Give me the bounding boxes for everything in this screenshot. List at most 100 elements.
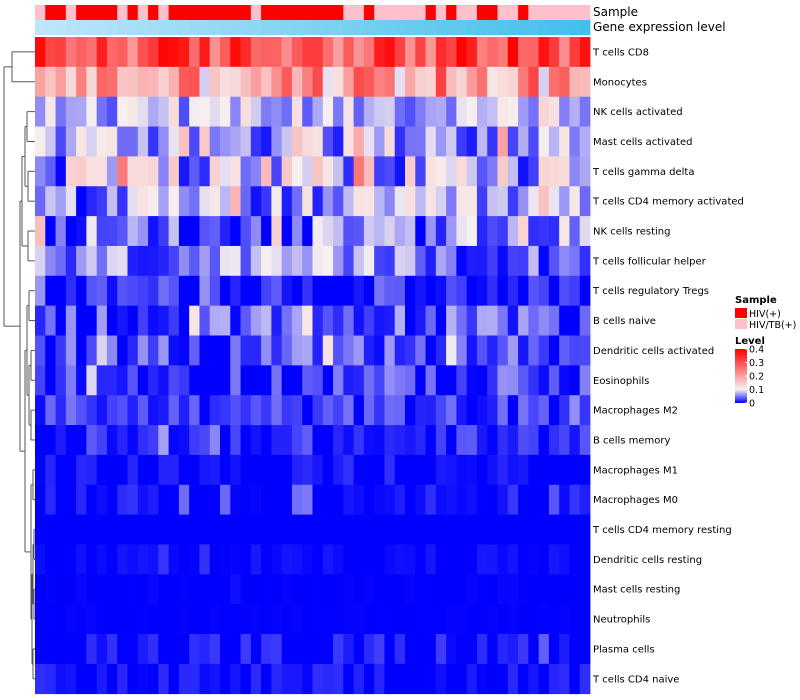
heatmap-cell xyxy=(240,156,252,187)
heatmap-cell xyxy=(528,454,540,486)
heatmap-cell xyxy=(415,245,426,277)
heatmap-cell xyxy=(333,216,344,247)
heatmap-cell xyxy=(209,186,221,217)
sample-annotation-cell xyxy=(117,5,128,20)
heatmap-cell xyxy=(86,604,98,635)
heatmap-cell xyxy=(353,66,365,98)
heatmap-cell xyxy=(137,66,149,98)
heatmap-cell xyxy=(528,126,540,157)
heatmap-cell xyxy=(456,425,468,456)
heatmap-cell xyxy=(302,514,313,545)
heatmap-cell xyxy=(220,275,231,307)
heatmap-cell xyxy=(487,305,498,336)
heatmap-cell xyxy=(353,216,365,247)
heatmap-cell xyxy=(497,126,509,157)
heatmap-cell xyxy=(302,365,313,396)
heatmap-cell xyxy=(261,395,272,426)
heatmap-cell xyxy=(333,454,344,486)
heatmap-cell xyxy=(559,275,570,307)
heatmap-cell xyxy=(96,216,108,247)
heatmap-cell xyxy=(579,305,591,336)
heatmap-cell xyxy=(281,186,293,217)
heatmap-cell xyxy=(220,365,231,396)
heatmap-cell xyxy=(415,126,426,157)
heatmap-cell xyxy=(178,634,190,665)
heatmap-cell xyxy=(394,663,406,695)
heatmap-cell xyxy=(35,454,46,486)
heatmap-cell xyxy=(230,425,241,456)
sample-annotation-cell xyxy=(35,5,46,20)
heatmap-cell xyxy=(333,663,344,695)
heatmap-cell xyxy=(548,574,560,605)
heatmap-cell xyxy=(189,216,200,247)
heatmap-cell xyxy=(333,245,344,277)
heatmap-cell xyxy=(250,156,262,187)
sample-annotation-cell xyxy=(199,5,211,20)
sample-annotation-cell xyxy=(333,5,344,20)
heatmap-cell xyxy=(333,66,344,98)
heatmap-cell xyxy=(343,37,355,68)
heatmap-cell xyxy=(35,37,46,68)
heatmap-cell xyxy=(569,574,581,605)
heatmap-cell xyxy=(271,574,283,605)
heatmap-cell xyxy=(312,96,324,127)
heatmap-cell xyxy=(178,663,190,695)
expression-annotation-cell xyxy=(65,20,77,35)
heatmap-cell xyxy=(65,544,77,575)
heatmap-cell xyxy=(528,66,540,98)
heatmap-cell xyxy=(76,37,87,68)
heatmap-cell xyxy=(45,66,56,98)
heatmap-cell xyxy=(569,245,581,277)
heatmap-cell xyxy=(425,156,437,187)
heatmap-cell xyxy=(394,604,406,635)
heatmap-cell xyxy=(168,37,180,68)
heatmap-cell xyxy=(446,634,457,665)
heatmap-cell xyxy=(363,395,375,426)
heatmap-cell xyxy=(302,156,313,187)
sample-annotation-cell xyxy=(435,5,447,20)
sample-annotation-cell xyxy=(312,5,324,20)
heatmap-cell xyxy=(261,514,272,545)
sample-annotation-cell xyxy=(487,5,498,20)
expression-annotation-cell xyxy=(281,20,293,35)
heatmap-cell xyxy=(507,96,519,127)
sample-annotation-cell xyxy=(158,5,170,20)
heatmap-cell xyxy=(548,216,560,247)
heatmap-cell xyxy=(559,126,570,157)
heatmap-cell xyxy=(168,126,180,157)
heatmap-cell xyxy=(117,484,128,515)
expression-annotation-cell xyxy=(76,20,87,35)
heatmap-cell xyxy=(384,275,396,307)
heatmap-cell xyxy=(425,663,437,695)
heatmap-cell xyxy=(261,335,272,366)
heatmap-cell xyxy=(281,395,293,426)
heatmap-cell xyxy=(55,126,67,157)
heatmap-cell xyxy=(35,395,46,426)
heatmap-cell xyxy=(137,245,149,277)
heatmap-cell xyxy=(35,634,46,665)
heatmap-cell xyxy=(487,37,498,68)
heatmap-cell xyxy=(353,96,365,127)
heatmap-cell xyxy=(425,395,437,426)
heatmap-cell xyxy=(76,425,87,456)
expression-annotation-cell xyxy=(148,20,159,35)
heatmap-cell xyxy=(45,634,56,665)
heatmap-cell xyxy=(250,514,262,545)
heatmap-cell xyxy=(507,156,519,187)
heatmap-cell xyxy=(86,335,98,366)
heatmap-cell xyxy=(405,454,416,486)
heatmap-cell xyxy=(117,634,128,665)
heatmap-cell xyxy=(476,186,488,217)
heatmap-cell xyxy=(178,66,190,98)
heatmap-cell xyxy=(374,663,385,695)
heatmap-cell xyxy=(137,335,149,366)
heatmap-cell xyxy=(435,216,447,247)
heatmap-cell xyxy=(476,454,488,486)
heatmap-cell xyxy=(312,663,324,695)
heatmap-cell xyxy=(415,66,426,98)
heatmap-cell xyxy=(579,574,591,605)
heatmap-cell xyxy=(333,37,344,68)
heatmap-cell xyxy=(487,484,498,515)
heatmap-cell xyxy=(497,663,509,695)
heatmap-cell xyxy=(394,484,406,515)
